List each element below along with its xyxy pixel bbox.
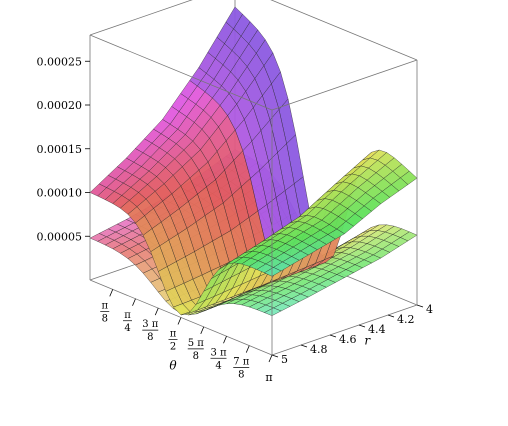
r-tick: [300, 344, 308, 348]
front-edge: [270, 0, 418, 61]
z-tick-label: 0.00025: [37, 55, 83, 68]
theta-tick: [132, 298, 136, 306]
upper-surface: [89, 6, 418, 316]
theta-tick-numerator: 3 π: [210, 347, 227, 358]
theta-tick: [177, 317, 182, 325]
theta-tick-numerator: π: [101, 300, 108, 311]
theta-tick-numerator: 5 π: [188, 338, 205, 349]
r-tick-label: 4.8: [310, 343, 328, 356]
theta-tick: [245, 345, 250, 353]
theta-axis-label: θ: [169, 359, 177, 373]
theta-tick: [109, 289, 114, 297]
front-edge: [271, 59, 418, 111]
r-tick-label: 4.2: [397, 313, 415, 326]
mesh-cell: [264, 267, 282, 277]
theta-tick-denominator: 8: [193, 351, 199, 362]
surface-meshes: [89, 6, 418, 316]
front-edge: [89, 0, 193, 36]
theta-tick: [154, 307, 159, 316]
theta-tick: [268, 354, 273, 363]
r-tick: [387, 314, 395, 318]
z-axis: 0.00005 0.00010 0.00015 0.00020 0.00025: [37, 55, 90, 243]
front-edge: [271, 304, 418, 356]
theta-tick-denominator: 8: [102, 313, 108, 324]
z-tick-label: 0.00020: [37, 99, 83, 112]
theta-tick-numerator: π: [124, 310, 131, 321]
r-tick: [416, 304, 424, 308]
r-axis: 4 4.2 4.4 4.6 4.8 5 r: [271, 303, 433, 366]
theta-tick: [200, 326, 205, 335]
theta-tick-label: π: [265, 371, 272, 384]
r-tick: [271, 354, 279, 358]
r-tick: [329, 334, 337, 338]
theta-tick-numerator: 3 π: [142, 319, 159, 330]
z-tick-label: 0.00015: [37, 143, 83, 156]
r-tick-label: 4.4: [368, 323, 386, 336]
r-tick-label: 4.6: [339, 333, 357, 346]
theta-axis: π 8 π 4 3 π 8 π 2 5 π 8 3 π 4 7 π 8 π θ: [100, 289, 273, 384]
front-frame: [89, 0, 418, 356]
theta-tick-denominator: 4: [215, 360, 221, 371]
theta-tick-denominator: 4: [124, 323, 130, 334]
mesh-cell: [263, 307, 282, 316]
theta-tick-numerator: π: [170, 329, 177, 340]
theta-tick-denominator: 8: [147, 332, 153, 343]
r-axis-label: r: [364, 334, 371, 348]
theta-tick-denominator: 2: [170, 342, 176, 353]
z-tick-label: 0.00005: [37, 230, 83, 243]
r-tick-label: 4: [426, 303, 433, 316]
front-edge: [89, 34, 273, 111]
theta-tick-denominator: 8: [238, 370, 244, 381]
r-tick: [358, 324, 366, 328]
r-tick-label: 5: [281, 353, 288, 366]
theta-tick-numerator: 7 π: [233, 357, 250, 368]
z-tick-label: 0.00010: [37, 187, 83, 200]
theta-tick: [223, 336, 227, 344]
